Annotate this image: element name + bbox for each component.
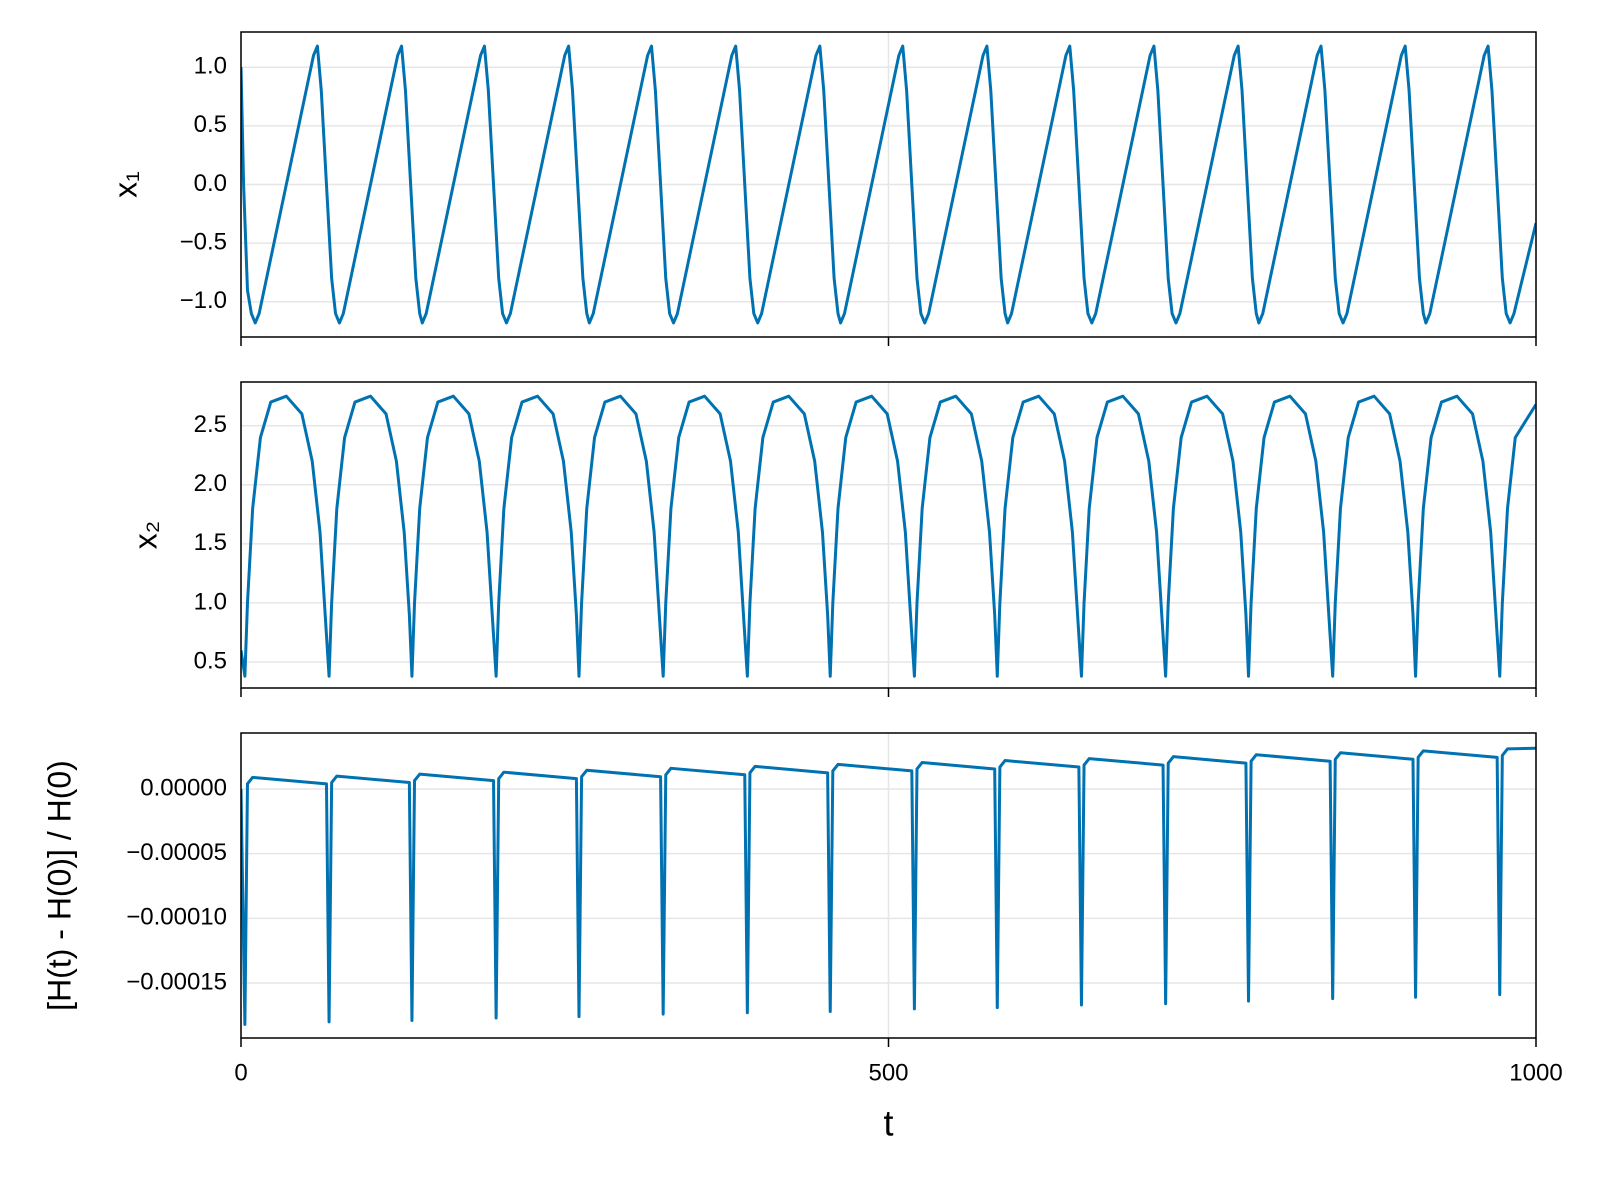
- y-tick-label: 0.0: [194, 170, 227, 197]
- subplot: −0.00015 −0.00010 −0.00005 0.00000 0 500 1000 […: [41, 732, 1563, 1144]
- y-tick-label: 0.5: [194, 647, 227, 674]
- plot-frame: [240, 381, 1537, 689]
- y-tick-label: −1.0: [180, 287, 227, 314]
- y-axis-label: x₂: [127, 521, 163, 549]
- y-tick-label: 0.5: [194, 111, 227, 138]
- x-axis-label: t: [883, 1103, 893, 1144]
- x-tick-label: 500: [868, 1059, 908, 1086]
- x-tick-label: 0: [234, 1059, 247, 1086]
- plot-frame: [240, 732, 1537, 1039]
- y-axis-label: x₁: [107, 171, 143, 198]
- data-line: [241, 394, 1536, 678]
- y-tick-label: 1.5: [194, 529, 227, 556]
- data-line: [241, 44, 1536, 325]
- data-line: [241, 746, 1536, 1026]
- subplot: −1.0 −0.5 0.0 0.5 1.0 x₁: [107, 31, 1537, 346]
- y-tick-label: 0.00000: [140, 774, 227, 801]
- x-tick-label: 1000: [1509, 1059, 1562, 1086]
- y-tick-label: −0.00010: [126, 904, 227, 931]
- y-tick-label: −0.5: [180, 228, 227, 255]
- y-tick-label: 1.0: [194, 588, 227, 615]
- y-tick-label: 2.5: [194, 411, 227, 438]
- y-tick-label: −0.00005: [126, 839, 227, 866]
- y-tick-label: −0.00015: [126, 968, 227, 995]
- subplot: 0.5 1.0 1.5 2.0 2.5 x₂: [127, 381, 1537, 697]
- y-tick-label: 1.0: [194, 53, 227, 80]
- y-tick-label: 2.0: [194, 470, 227, 497]
- y-axis-label: [H(t) - H(0)] / H(0): [41, 760, 77, 1011]
- plot-frame: [240, 31, 1537, 338]
